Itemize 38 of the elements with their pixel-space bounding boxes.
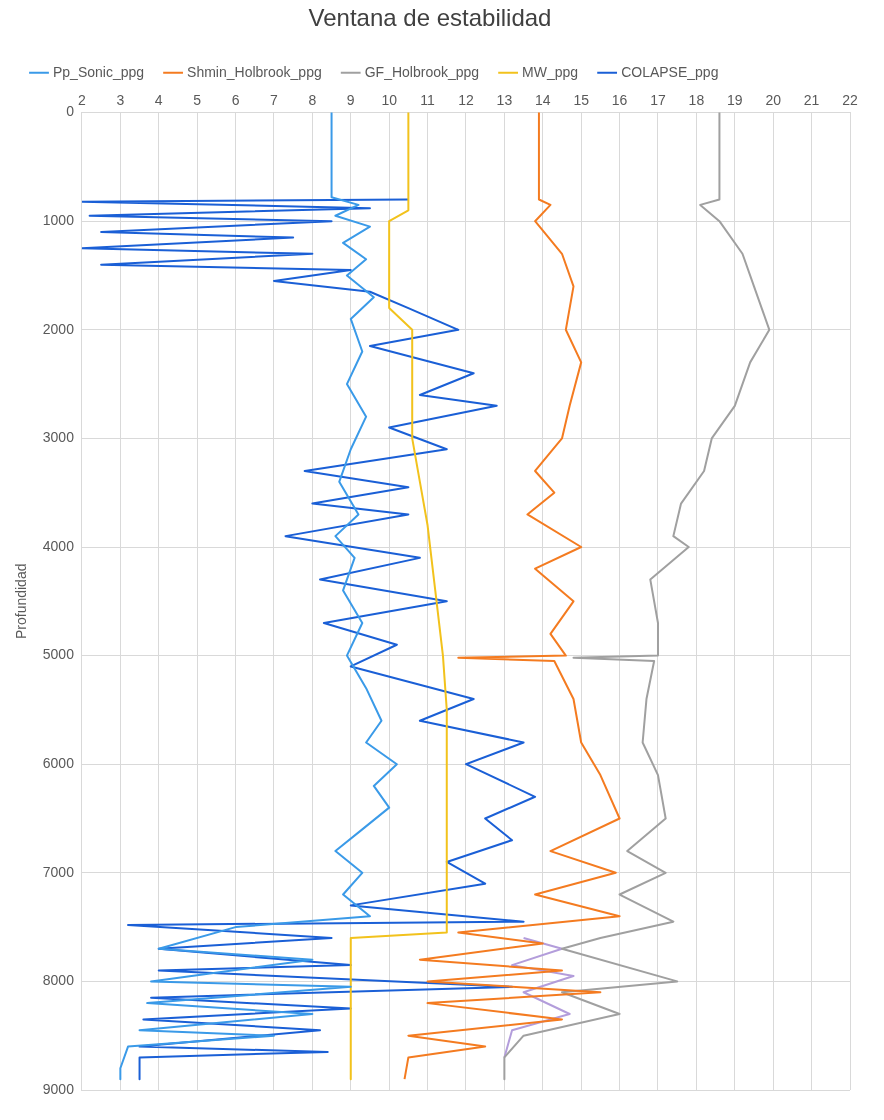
y-tick-label: 9000 xyxy=(42,1080,75,1097)
x-tick-label: 13 xyxy=(496,92,513,109)
x-tick-label: 22 xyxy=(842,92,858,109)
legend-label: MW_ppg xyxy=(522,63,579,80)
x-tick-label: 9 xyxy=(346,92,355,109)
y-axis-title: Profundidad xyxy=(13,563,30,640)
x-tick-label: 10 xyxy=(381,92,398,109)
chart-title: Ventana de estabilidad xyxy=(308,4,552,32)
y-tick-label: 8000 xyxy=(42,972,75,989)
y-tick-label: 5000 xyxy=(42,646,75,663)
x-tick-label: 11 xyxy=(420,92,436,109)
x-tick-label: 12 xyxy=(458,92,474,109)
y-tick-label: 6000 xyxy=(42,755,75,772)
y-tick-label: 4000 xyxy=(42,537,75,554)
x-tick-label: 16 xyxy=(611,92,628,109)
x-tick-label: 7 xyxy=(270,92,279,109)
legend-label: GF_Holbrook_ppg xyxy=(364,63,480,80)
x-tick-label: 5 xyxy=(193,92,202,109)
x-tick-label: 4 xyxy=(154,92,163,109)
x-tick-label: 21 xyxy=(803,92,820,109)
y-tick-label: 7000 xyxy=(42,863,75,880)
y-tick-label: 0 xyxy=(66,103,75,120)
y-tick-label: 3000 xyxy=(42,429,75,446)
x-tick-label: 20 xyxy=(765,92,782,109)
x-tick-label: 15 xyxy=(573,92,590,109)
legend-label: COLAPSE_ppg xyxy=(621,63,719,80)
x-tick-label: 17 xyxy=(650,92,666,109)
x-tick-label: 3 xyxy=(116,92,125,109)
legend-label: Pp_Sonic_ppg xyxy=(53,63,145,80)
legend-label: Shmin_Holbrook_ppg xyxy=(187,63,322,80)
x-tick-label: 14 xyxy=(534,92,551,109)
y-tick-label: 1000 xyxy=(42,212,75,229)
x-tick-label: 6 xyxy=(231,92,240,109)
x-tick-label: 18 xyxy=(688,92,705,109)
x-tick-label: 8 xyxy=(308,92,317,109)
y-tick-label: 2000 xyxy=(42,320,75,337)
x-tick-label: 2 xyxy=(78,92,87,109)
x-tick-label: 19 xyxy=(727,92,743,109)
